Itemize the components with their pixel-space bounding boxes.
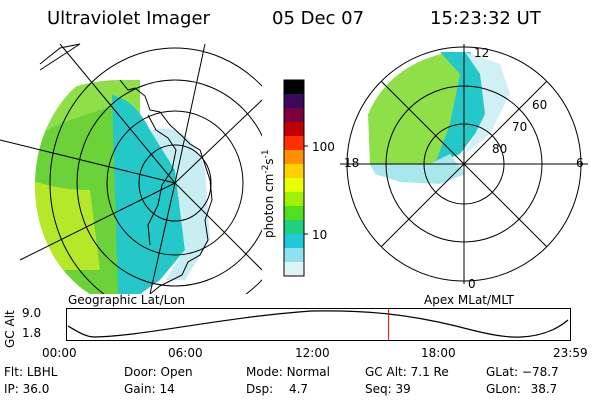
altitude-ylabel: GC Alt (3, 310, 17, 348)
mlt-label-12: 12 (474, 46, 490, 60)
xtick-1800: 18:00 (421, 346, 456, 360)
meridian-7 (174, 182, 262, 271)
aurora-faint-region (150, 128, 210, 280)
colorbar-swatch (284, 150, 304, 165)
colorbar-frame (283, 79, 305, 277)
colorbar-swatch (284, 220, 304, 235)
mlat-label-60: 60 (532, 98, 548, 112)
info-glat: GLat: −78.7 (486, 365, 559, 379)
colorbar-swatch (284, 164, 304, 179)
mlt-label-6: 6 (576, 156, 584, 170)
coastline-inner (147, 114, 177, 246)
colorbar-swatch (284, 108, 304, 123)
altitude-ytick-max: 9.0 (22, 306, 42, 320)
info-mode: Mode: Normal (246, 365, 330, 379)
info-gc-alt: GC Alt: 7.1 Re (365, 365, 449, 379)
colorbar-swatch (284, 262, 304, 277)
colorbar-swatch (284, 136, 304, 151)
mlt-diagonal-2 (380, 80, 548, 248)
info-ip: IP: 36.0 (4, 382, 50, 396)
meridian-3 (174, 99, 262, 184)
latitude-ring-outer (49, 47, 262, 294)
latitude-ring-3 (106, 110, 244, 256)
colorbar-swatch (284, 122, 304, 137)
colorbar-swatch (284, 94, 304, 109)
meridian-5 (19, 182, 176, 261)
info-dsp: Dsp: 4.7 (246, 382, 309, 396)
geographic-map (0, 43, 262, 294)
info-gain: Gain: 14 (124, 382, 175, 396)
xtick-2359: 23:59 (553, 346, 588, 360)
polar-aurora-cyan (435, 52, 490, 164)
mlat-label-80: 80 (492, 142, 508, 156)
meridian-4 (0, 139, 176, 184)
altitude-plot-frame (66, 308, 571, 341)
polar-aurora-faint (465, 52, 510, 154)
colorbar-unit-label: photon cm-2s-1 (261, 149, 276, 238)
date-label: 05 Dec 07 (272, 8, 365, 29)
meridian-6 (149, 182, 176, 294)
altitude-curve (67, 310, 569, 338)
info-door: Door: Open (124, 365, 193, 379)
aurora-cyan-region (112, 95, 185, 294)
colorbar-swatch (284, 206, 304, 221)
coastline (119, 79, 213, 294)
geographic-caption: Geographic Lat/Lon (68, 293, 186, 307)
polar-aurora-lower (370, 154, 465, 184)
meridian-1 (59, 43, 176, 184)
colorbar-swatch (284, 192, 304, 207)
altitude-plot (66, 308, 571, 341)
latitude-ring-2 (76, 79, 262, 287)
mlat-label-70: 70 (512, 120, 528, 134)
time-label: 15:23:32 UT (430, 8, 541, 29)
meridian-2 (174, 43, 206, 184)
colorbar-swatch (284, 80, 304, 95)
altitude-ylabel-wrap: GC Alt (3, 300, 19, 348)
xtick-1200: 12:00 (295, 346, 330, 360)
colorbar-tick-100: 100 (312, 140, 335, 154)
info-flt: Flt: LBHL (4, 365, 58, 379)
colorbar-swatch (284, 248, 304, 263)
mlt-label-18: 18 (344, 156, 360, 170)
colorbar-tick-10: 10 (312, 228, 328, 242)
xtick-0000: 00:00 (42, 346, 77, 360)
altitude-ytick-min: 1.8 (22, 326, 42, 340)
xtick-0600: 06:00 (168, 346, 203, 360)
map-edge-mark (39, 43, 81, 71)
info-glon: GLon: 38.7 (486, 382, 558, 396)
colorbar-swatch (284, 234, 304, 249)
mlat-mlt-polar-plot (340, 44, 588, 284)
latitude-ring-inner (138, 144, 212, 222)
mlt-label-0: 0 (468, 277, 476, 291)
info-seq: Seq: 39 (365, 382, 411, 396)
colorbar-swatch (284, 178, 304, 193)
colorbar: photon cm-2s-1 (261, 79, 308, 277)
apex-caption: Apex MLat/MLT (424, 293, 514, 307)
instrument-title: Ultraviolet Imager (47, 8, 210, 29)
